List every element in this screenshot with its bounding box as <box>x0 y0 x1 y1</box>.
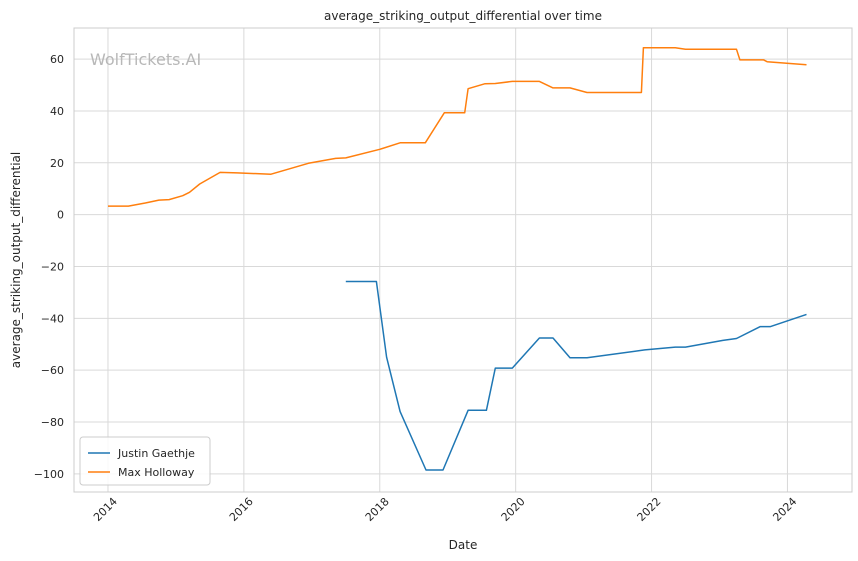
y-tick-label: 20 <box>50 157 64 170</box>
plot-area <box>74 28 852 492</box>
y-tick-label: −20 <box>41 260 64 273</box>
series-lines <box>108 46 807 471</box>
y-tick-label: −40 <box>41 312 64 325</box>
legend: Justin Gaethje Max Holloway <box>79 436 211 486</box>
y-tick-label: −60 <box>41 364 64 377</box>
y-tick-label: 0 <box>57 209 64 222</box>
y-axis-title: average_striking_output_differential <box>9 152 23 368</box>
x-axis-title: Date <box>449 538 478 552</box>
chart-title: average_striking_output_differential ove… <box>324 9 602 23</box>
axes-frame <box>73 27 853 493</box>
y-tick-label: −100 <box>34 468 64 481</box>
plot-border <box>73 27 853 493</box>
series-line-justin-gaethje <box>345 280 807 471</box>
y-tick-label: −80 <box>41 416 64 429</box>
legend-label: Max Holloway <box>118 466 195 479</box>
y-tick-label: 60 <box>50 53 64 66</box>
y-tick-label: 40 <box>50 105 64 118</box>
legend-box <box>79 436 211 486</box>
watermark-text: WolfTickets.AI <box>90 50 201 69</box>
series-line-max-holloway <box>108 46 807 207</box>
legend-label: Justin Gaethje <box>117 447 195 460</box>
